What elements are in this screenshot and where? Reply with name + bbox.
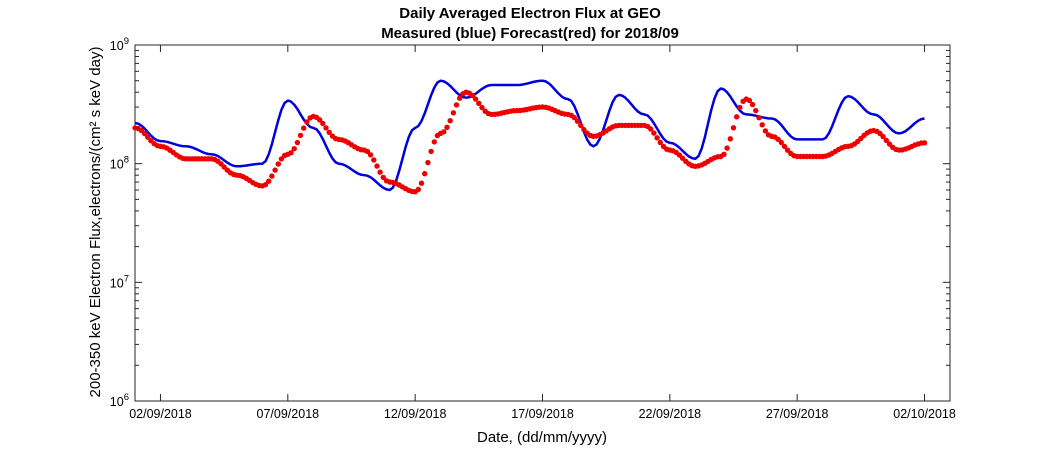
series-forecast-point — [578, 122, 584, 129]
series-forecast-point — [657, 139, 663, 146]
y-tick-label: 106 — [110, 392, 129, 409]
chart-subtitle: Measured (blue) Forecast(red) for 2018/0… — [381, 25, 679, 42]
x-tick-label: 12/09/2018 — [384, 407, 447, 421]
y-tick-label: 109 — [110, 36, 129, 53]
series-forecast-point — [367, 152, 374, 158]
series-forecast-point — [291, 146, 297, 152]
series-layer — [132, 79, 928, 195]
series-forecast-point — [323, 125, 329, 131]
series-forecast-point — [447, 118, 453, 124]
series-forecast-point — [297, 132, 304, 139]
series-forecast-point — [275, 161, 281, 167]
series-forecast-point — [301, 125, 307, 131]
series-forecast-point — [778, 139, 784, 146]
series-forecast-point — [781, 143, 788, 150]
x-tick-label: 02/10/2018 — [893, 407, 956, 421]
series-measured-line — [134, 79, 925, 192]
series-forecast-point — [294, 139, 301, 146]
series-forecast-point — [746, 97, 753, 104]
series-forecast-point — [734, 114, 740, 120]
series-forecast-point — [371, 157, 377, 163]
y-axis-label: 200-350 keV Electron Flux,electrons/(cm²… — [87, 47, 104, 398]
x-tick-label: 02/09/2018 — [129, 407, 192, 421]
series-forecast-point — [457, 95, 463, 101]
chart-title: Daily Averaged Electron Flux at GEO — [399, 5, 661, 22]
x-tick-label: 22/09/2018 — [639, 407, 702, 421]
series-forecast-point — [654, 135, 660, 141]
series-forecast-point — [762, 128, 769, 134]
series-forecast-point — [374, 163, 380, 169]
series-forecast-point — [753, 107, 759, 114]
series-forecast-point — [364, 148, 371, 155]
plot-frame — [134, 44, 951, 402]
series-forecast-point — [316, 117, 323, 123]
series-forecast-point — [415, 186, 421, 193]
series-forecast-point — [444, 124, 450, 130]
series-forecast-point — [574, 118, 581, 124]
series-forecast-point — [418, 180, 425, 186]
series-forecast-point — [141, 130, 148, 137]
series-forecast-point — [759, 122, 765, 128]
series-forecast-point — [883, 137, 889, 144]
series-forecast-point — [581, 126, 587, 133]
y-axis: 106 107 108 109 — [110, 36, 950, 409]
x-tick-label: 07/09/2018 — [257, 407, 320, 421]
series-forecast-point — [320, 120, 326, 127]
series-forecast-point — [272, 167, 278, 173]
series-forecast-point — [724, 145, 730, 151]
x-tick-label: 27/09/2018 — [766, 407, 829, 421]
series-forecast-point — [262, 182, 269, 188]
series-forecast-point — [269, 173, 275, 179]
series-forecast-point — [450, 110, 457, 116]
x-tick-label: 17/09/2018 — [511, 407, 574, 421]
series-forecast-point — [145, 134, 151, 140]
series-forecast-point — [326, 129, 332, 135]
series-forecast-point — [721, 151, 727, 157]
series-forecast-point — [880, 133, 886, 140]
series-forecast-point — [571, 114, 577, 121]
x-axis: 02/09/2018 07/09/2018 12/09/2018 17/09/2018… — [129, 45, 956, 421]
series-forecast-point — [476, 100, 482, 107]
series-forecast-point — [380, 174, 386, 181]
series-forecast-point — [288, 150, 294, 156]
series-forecast-point — [431, 139, 437, 145]
series-forecast-point — [469, 92, 476, 99]
series-forecast-point — [727, 136, 733, 142]
y-tick-label: 108 — [110, 155, 129, 172]
y-tick-label: 107 — [110, 273, 129, 290]
series-forecast-point — [428, 148, 434, 155]
series-forecast-point — [648, 126, 654, 132]
series-forecast-point — [479, 104, 485, 111]
series-forecast-point — [749, 101, 756, 108]
series-forecast-point — [453, 102, 460, 108]
series-forecast-point — [441, 129, 447, 135]
series-forecast-point — [377, 169, 383, 175]
series-forecast-point — [278, 156, 285, 162]
series-forecast-point — [730, 125, 737, 131]
x-axis-label: Date, (dd/mm/yyyy) — [477, 429, 607, 446]
series-forecast-point — [756, 115, 762, 121]
series-forecast-point — [422, 171, 428, 177]
series-forecast-point — [651, 130, 657, 136]
series-forecast-point — [921, 140, 928, 146]
series-forecast-point — [472, 96, 479, 102]
series-forecast-point — [425, 159, 431, 166]
series-forecast-point — [737, 104, 743, 111]
series-forecast-point — [304, 119, 310, 125]
series-forecast-point — [266, 178, 272, 184]
